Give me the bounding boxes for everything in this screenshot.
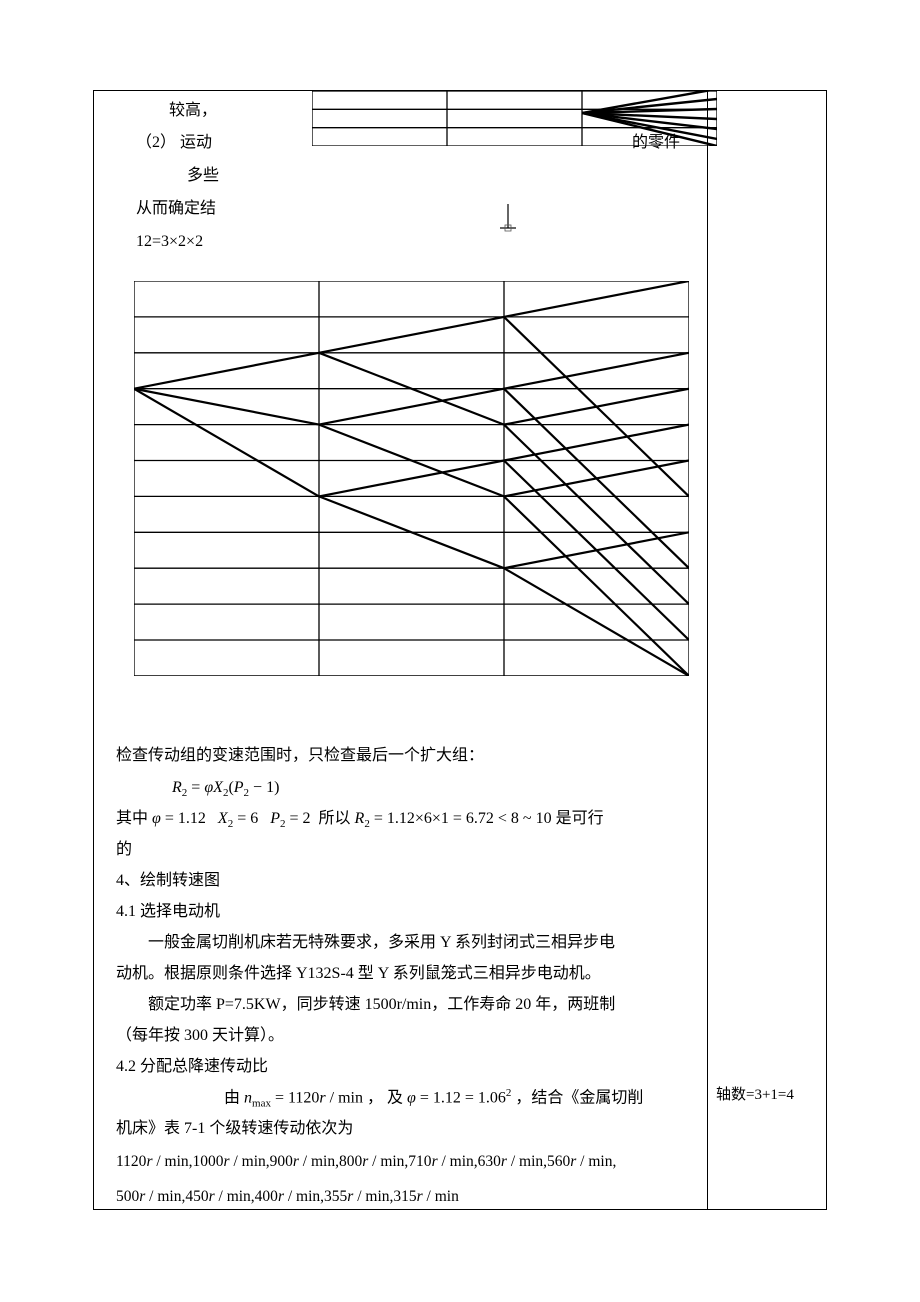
side-note: 轴数=3+1=4 <box>716 1083 794 1104</box>
top-line-2a: （2） 运动 <box>136 128 212 158</box>
top-line-1: 较高， <box>169 96 217 126</box>
para-1: 检查传动组的变速范围时，只检查最后一个扩大组： <box>116 741 484 771</box>
para-2b: 的 <box>116 835 132 865</box>
page: 较高， （2） 运动 多些 从而确定结 12=3×2×2 检查传动组的变速范围时… <box>0 0 920 1302</box>
para-4: 额定功率 P=7.5KW，同步转速 1500r/min，工作寿命 20 年，两班… <box>116 990 615 1020</box>
main-column: 较高， （2） 运动 多些 从而确定结 12=3×2×2 检查传动组的变速范围时… <box>93 90 708 1210</box>
para-4b: （每年按 300 天计算）。 <box>116 1021 284 1051</box>
para-5b: 机床》表 7-1 个级转速传动依次为 <box>116 1114 353 1144</box>
top-line-2b: 的零件 <box>632 128 680 152</box>
speeds-2: 500r / min,450r / min,400r / min,355r / … <box>116 1182 459 1211</box>
para-3b: 动机。根据原则条件选择 Y132S-4 型 Y 系列鼠笼式三相异步电动机。 <box>116 959 601 989</box>
side-column: 的零件 轴数=3+1=4 <box>708 90 827 1210</box>
heading-42: 4.2 分配总降速传动比 <box>116 1052 268 1082</box>
speeds-1: 1120r / min,1000r / min,900r / min,800r … <box>116 1147 616 1176</box>
main-structure-diagram <box>134 281 689 676</box>
para-5: 由 nmax = 1120r / min ， 及 φ = 1.12 = 1.06… <box>224 1083 643 1114</box>
top-line-3: 多些 <box>187 161 219 191</box>
top-line-5: 12=3×2×2 <box>136 227 203 257</box>
para-3: 一般金属切削机床若无特殊要求，多采用 Y 系列封闭式三相异步电 <box>116 928 615 958</box>
para-2: 其中 φ = 1.12 X2 = 6 P2 = 2 所以 R2 = 1.12×6… <box>116 804 604 835</box>
heading-41: 4.1 选择电动机 <box>116 897 220 927</box>
top-line-4: 从而确定结 <box>136 194 216 224</box>
equation-1: R2 = φX2(P2 − 1) <box>172 773 279 804</box>
axis-marker-icon <box>498 204 518 234</box>
heading-4: 4、绘制转速图 <box>116 866 220 896</box>
